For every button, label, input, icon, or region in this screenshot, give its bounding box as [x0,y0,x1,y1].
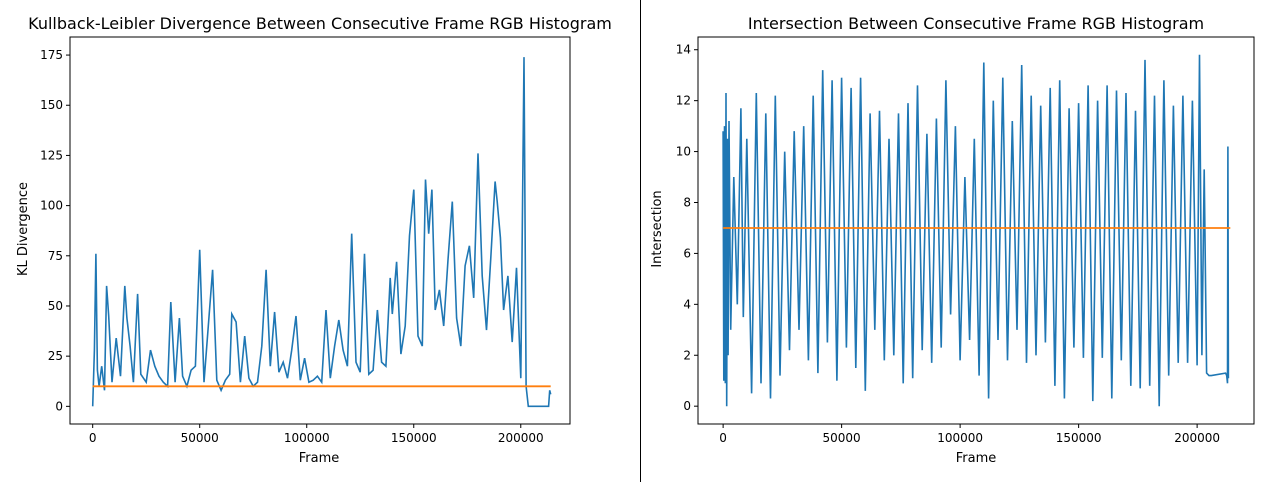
y-tick-label: 75 [48,249,63,263]
y-tick-label: 0 [683,399,691,413]
x-tick-label: 200000 [1174,431,1220,445]
axes-frame [69,36,571,425]
y-tick-label: 14 [676,43,691,57]
data-line [722,54,1230,407]
y-tick-label: 0 [55,399,63,413]
panel-divider [640,0,641,482]
y-tick-label: 12 [676,94,691,108]
intersection-chart: Intersection Between Consecutive Frame R… [650,14,1255,466]
x-tick-label: 50000 [823,431,861,445]
y-tick-label: 175 [40,48,63,62]
y-tick-label: 125 [40,148,63,162]
x-tick-label: 50000 [181,431,219,445]
data-line [91,57,552,408]
x-tick-label: 100000 [937,431,983,445]
kl-divergence-chart: Kullback-Leibler Divergence Between Cons… [16,14,612,466]
x-tick-label: 150000 [391,431,437,445]
x-tick-label: 200000 [498,431,544,445]
x-tick-label: 150000 [1056,431,1102,445]
x-tick-label: 0 [89,431,97,445]
x-tick-label: 0 [719,431,727,445]
y-axis-label: KL Divergence [16,182,31,276]
y-tick-label: 4 [683,297,691,311]
y-tick-label: 25 [48,349,63,363]
x-axis-label: Frame [299,451,340,466]
plot-area: 0 50000 100000 150000 200000 0 2 4 6 8 10 12 14 [676,36,1255,445]
plot-area: 0 50000 100000 150000 200000 0 25 50 75 100 125 150… [40,36,571,445]
y-axis-label: Intersection [650,190,665,267]
y-tick-label: 10 [676,145,691,159]
chart-title: Intersection Between Consecutive Frame R… [748,14,1204,33]
y-tick-label: 2 [683,348,691,362]
y-tick-label: 100 [40,199,63,213]
chart-title: Kullback-Leibler Divergence Between Cons… [28,14,612,33]
y-tick-label: 8 [683,195,691,209]
x-axis-label: Frame [956,451,997,466]
y-tick-label: 6 [683,246,691,260]
y-tick-label: 150 [40,98,63,112]
y-tick-label: 50 [48,299,63,313]
x-tick-label: 100000 [284,431,330,445]
axes-frame [697,36,1255,425]
